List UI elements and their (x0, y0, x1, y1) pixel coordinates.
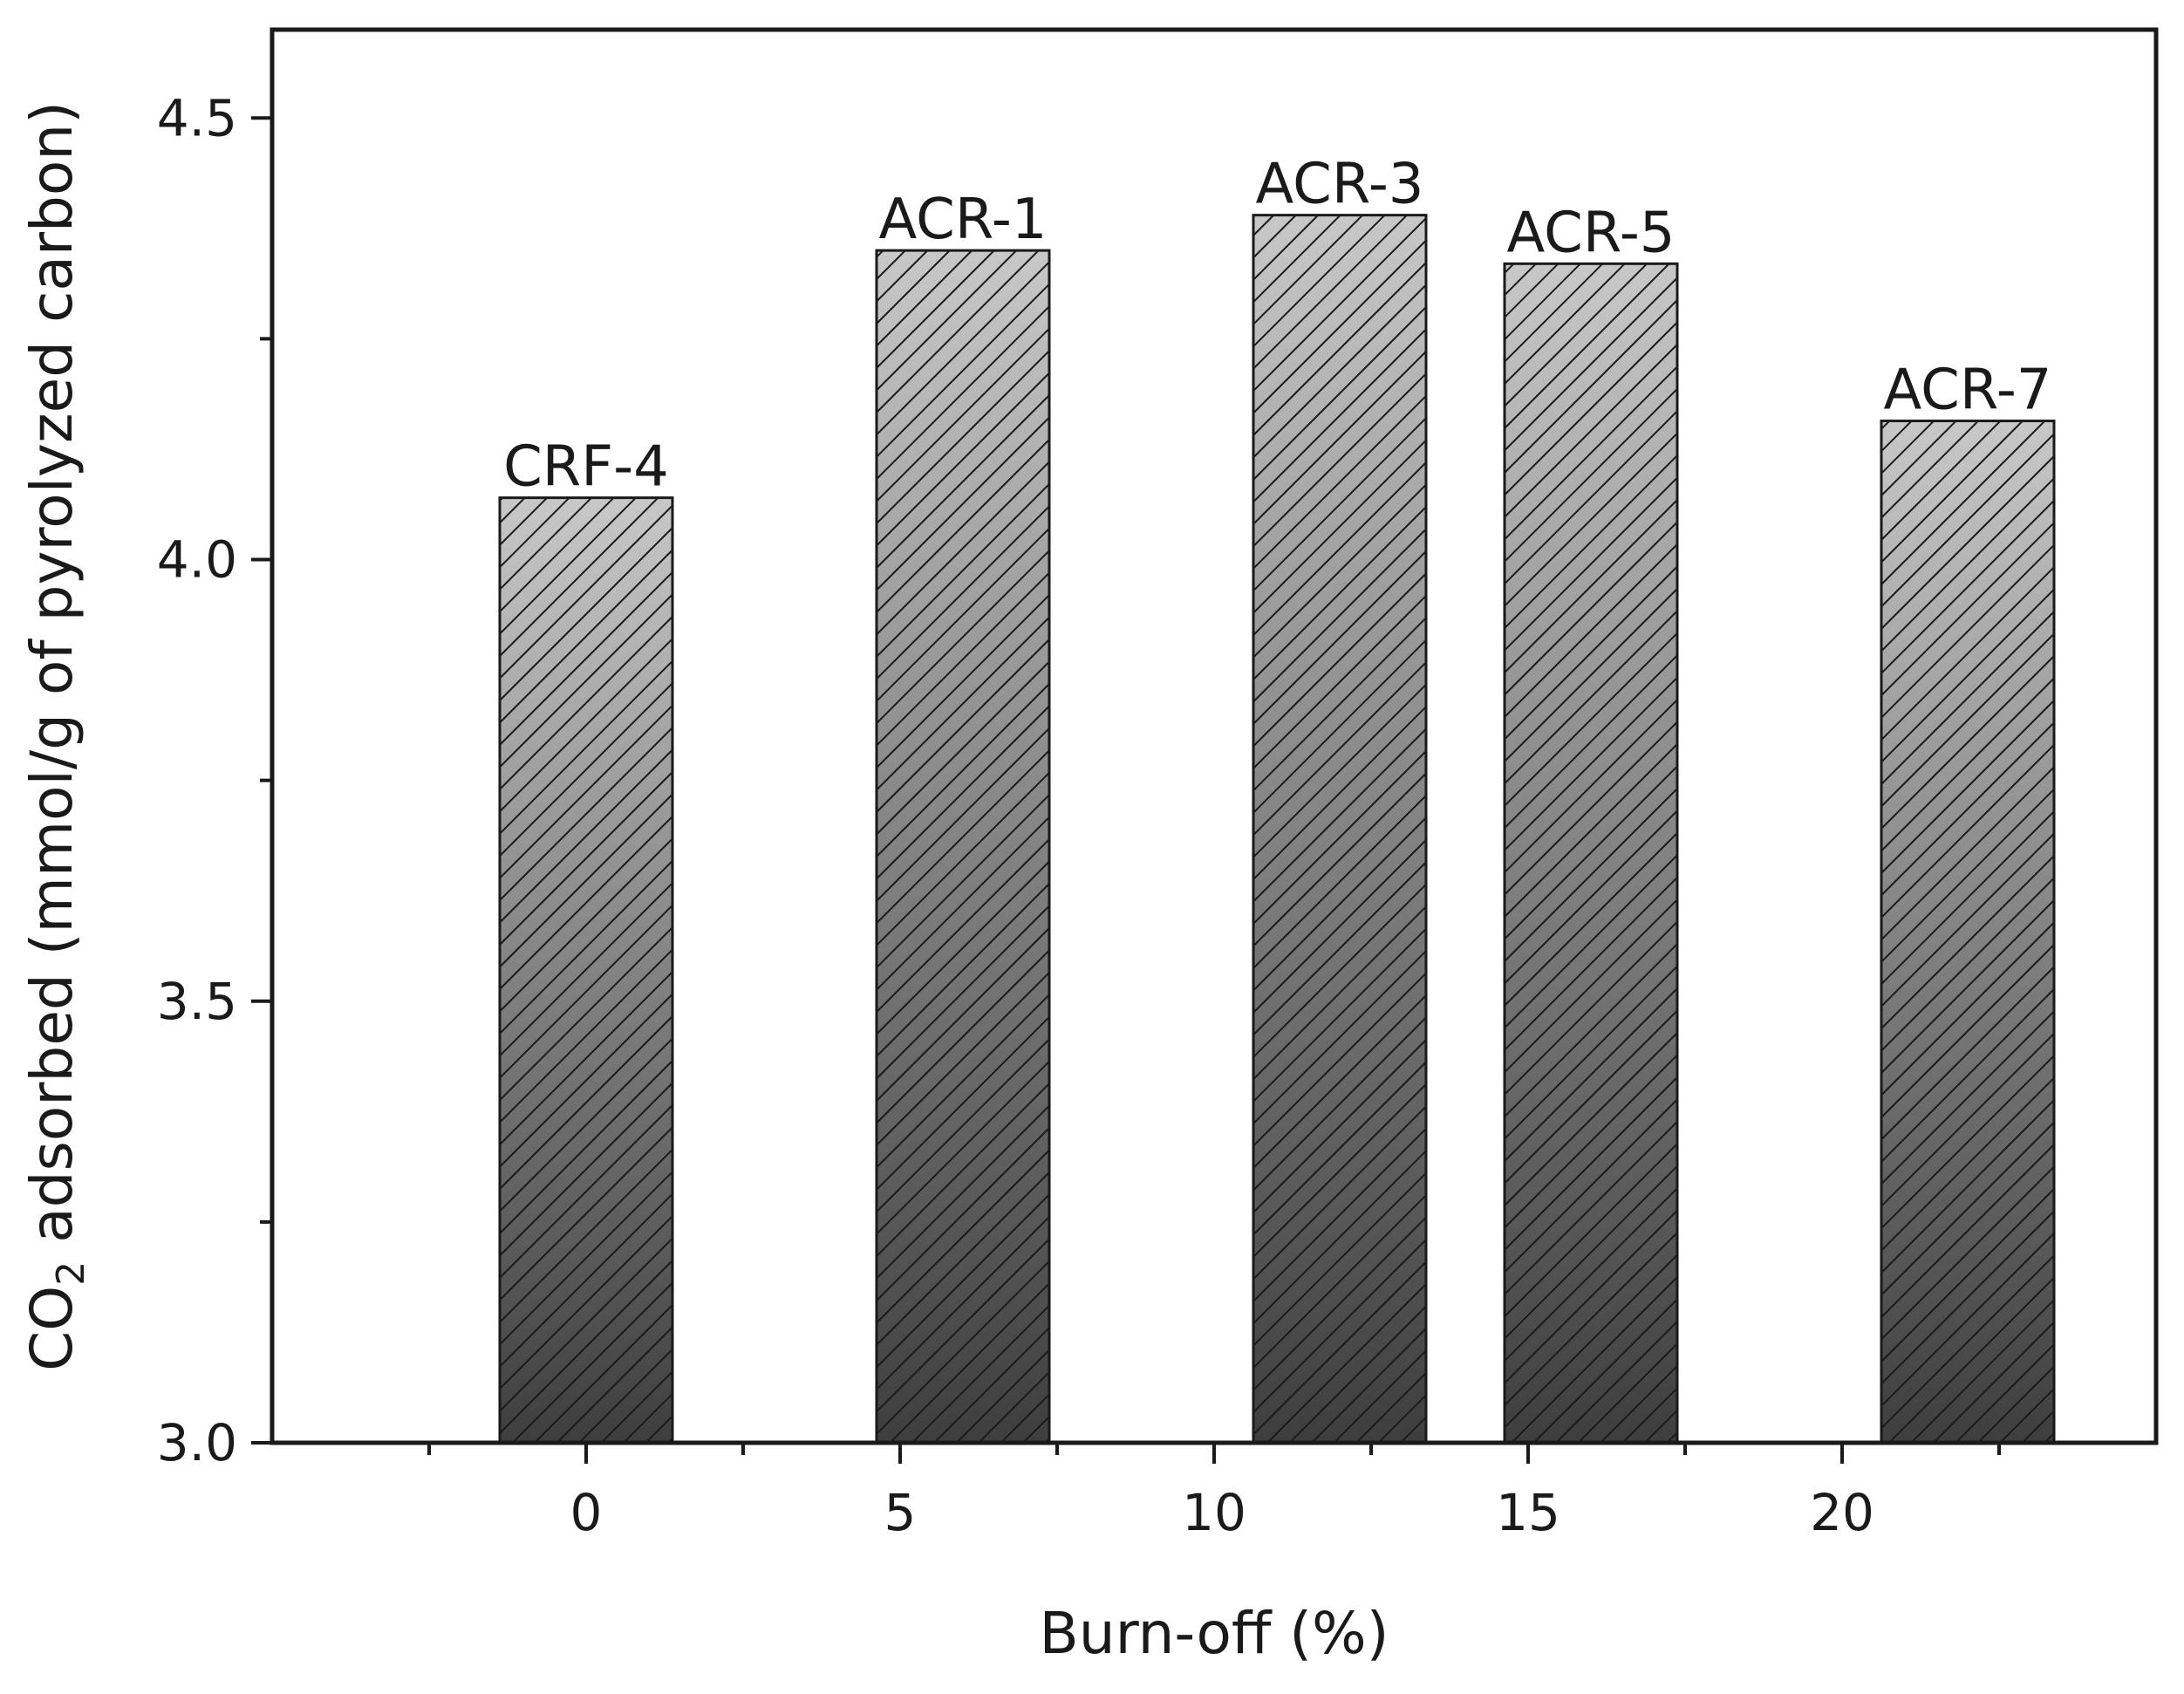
y-tick-label: 4.5 (157, 88, 237, 147)
y-axis-title: CO2 adsorbed (mmol/g of pyrolyzed carbon… (18, 101, 93, 1371)
bar-chart: CRF-4 ACR-1 ACR-3 ACR-5 ACR-7 0 5 10 15 20 3.0 3.5… (0, 0, 2184, 1694)
bar-hatch (500, 498, 672, 1443)
bar-hatch (877, 250, 1049, 1443)
bar-acr-1 (877, 250, 1049, 1443)
bar-label-crf-4: CRF-4 (503, 435, 669, 500)
bar-label-acr-5: ACR-5 (1506, 201, 1675, 265)
x-tick-label: 10 (1182, 1483, 1246, 1542)
bar-acr-7 (1881, 421, 2054, 1443)
x-tick-label: 0 (570, 1483, 603, 1542)
bar-hatch (1253, 215, 1426, 1443)
x-axis-title: Burn-off (%) (1040, 1600, 1389, 1667)
y-tick-label: 3.5 (157, 972, 237, 1031)
x-tick-label: 20 (1810, 1483, 1874, 1542)
x-tick-label: 15 (1496, 1483, 1560, 1542)
bar-label-acr-7: ACR-7 (1883, 359, 2051, 423)
bar-acr-3 (1253, 215, 1426, 1443)
bar-label-acr-1: ACR-1 (878, 188, 1047, 252)
y-tick-label: 3.0 (157, 1413, 237, 1472)
y-axis-title-subscript: 2 (49, 1261, 93, 1286)
bar-acr-5 (1505, 263, 1677, 1443)
y-tick-label: 4.0 (157, 530, 237, 590)
bar-crf-4 (500, 498, 672, 1443)
x-tick-label: 5 (884, 1483, 917, 1542)
y-axis-title-prefix: CO (18, 1286, 85, 1371)
bar-label-acr-3: ACR-3 (1255, 153, 1423, 217)
bar-hatch (1505, 263, 1677, 1443)
y-axis-title-suffix: adsorbed (mmol/g of pyrolyzed carbon) (18, 101, 85, 1261)
bar-hatch (1881, 421, 2054, 1443)
bars-layer (500, 215, 2054, 1443)
